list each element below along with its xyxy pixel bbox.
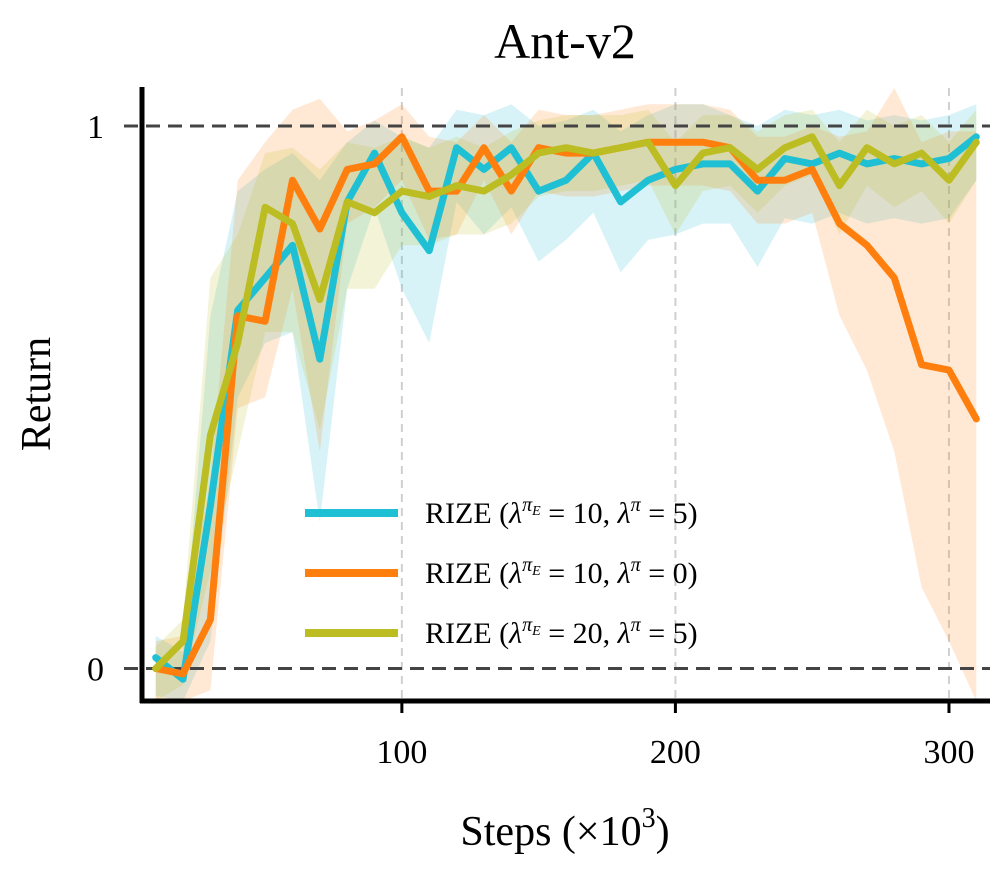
line-series-2 — [152, 133, 980, 678]
x-axis-label: Steps (×103) — [460, 803, 669, 855]
y-tick-label-0: 0 — [87, 651, 104, 688]
legend-label-2-lambda-2: λ — [617, 557, 631, 590]
band-series-2 — [155, 88, 977, 701]
legend-label-2-prefix: RIZE ( — [425, 557, 509, 590]
legend-label-2: RIZE (λπE = 10, λπ = 0) — [425, 554, 698, 590]
legend-label-3-lambda-1: λ — [508, 617, 522, 650]
legend-label-1-lambda-2-sup: π — [631, 494, 642, 516]
reference-lines — [124, 124, 990, 670]
axis-ticks: 100 200 300 0 1 — [87, 109, 974, 771]
x-tick-label-100: 100 — [376, 734, 427, 771]
x-axis-label-exponent: 3 — [642, 803, 656, 834]
legend-label-1-lambda-1-value: = 10, — [541, 497, 618, 530]
y-tick-label-1: 1 — [87, 109, 104, 146]
legend-label-3-lambda-1-value: = 20, — [541, 617, 618, 650]
legend-label-3-lambda-2-value: = 5) — [641, 617, 698, 650]
legend-label-3-prefix: RIZE ( — [425, 617, 509, 650]
legend-label-1-lambda-2-value: = 5) — [641, 497, 698, 530]
y-axis-label: Return — [14, 337, 60, 451]
legend-label-3-lambda-1-sup: π — [522, 614, 533, 636]
legend-label-1-lambda-2: λ — [617, 497, 631, 530]
legend-label-3-lambda-1-sub: E — [531, 624, 541, 639]
legend-label-2-lambda-2-sup: π — [631, 554, 642, 576]
band-series-3 — [155, 109, 977, 701]
legend-label-3-lambda-2-sup: π — [631, 614, 642, 636]
legend-label-2-lambda-1-sup: π — [522, 554, 533, 576]
legend: RIZE (λπE = 10, λπ = 5)RIZE (λπE = 10, λ… — [305, 494, 698, 650]
legend-label-2-lambda-1-sub: E — [531, 564, 541, 579]
legend-label-3: RIZE (λπE = 20, λπ = 5) — [425, 614, 698, 650]
legend-label-1: RIZE (λπE = 10, λπ = 5) — [425, 494, 698, 530]
legend-label-2-lambda-1: λ — [508, 557, 522, 590]
line-series-1 — [152, 133, 980, 683]
line-series-3 — [152, 133, 980, 672]
legend-label-1-lambda-1: λ — [508, 497, 522, 530]
legend-label-3-lambda-2: λ — [617, 617, 631, 650]
x-tick-label-200: 200 — [650, 734, 701, 771]
x-axis-label-main: Steps (×10 — [460, 809, 641, 855]
series-lines — [152, 133, 980, 683]
legend-label-2-lambda-1-value: = 10, — [541, 557, 618, 590]
x-axis-label-suffix: ) — [656, 809, 670, 855]
legend-label-1-prefix: RIZE ( — [425, 497, 509, 530]
chart-title: Ant-v2 — [494, 13, 636, 69]
legend-label-1-lambda-1-sup: π — [522, 494, 533, 516]
x-tick-label-300: 300 — [923, 734, 974, 771]
legend-label-1-lambda-1-sub: E — [531, 504, 541, 519]
legend-label-2-lambda-2-value: = 0) — [641, 557, 698, 590]
